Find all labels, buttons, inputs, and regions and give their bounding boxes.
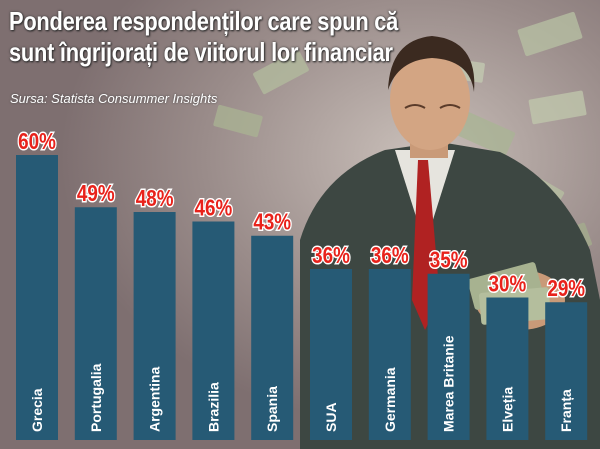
category-label-franta: Franța — [558, 389, 574, 432]
value-label-marea-britanie: 35% — [430, 248, 468, 273]
bar-sua — [310, 269, 352, 440]
bar-brazilia — [192, 221, 235, 440]
title-line-2: sunt îngrijorați de viitorul lor financi… — [9, 37, 393, 67]
value-label-franta: 29% — [547, 277, 585, 302]
category-label-argentina: Argentina — [147, 366, 163, 432]
value-label-spania: 43% — [253, 210, 291, 235]
source-note: Sursa: Statista Consummer Insights — [10, 91, 218, 106]
category-label-germania: Germania — [382, 367, 398, 432]
value-label-elvetia: 30% — [489, 272, 527, 297]
bar-spania — [251, 235, 294, 440]
category-label-grecia: Grecia — [29, 388, 45, 432]
category-label-brazilia: Brazilia — [205, 382, 221, 432]
category-label-elvetia: Elveția — [499, 387, 515, 432]
bar-elvetia — [486, 297, 529, 440]
value-label-sua: 36% — [312, 243, 350, 268]
bar-portugalia — [74, 207, 117, 440]
title-line-1: Ponderea respondenților care spun că — [9, 6, 399, 36]
category-label-spania: Spania — [264, 386, 280, 432]
category-label-sua: SUA — [323, 402, 339, 432]
value-label-portugalia: 49% — [77, 182, 115, 207]
value-label-germania: 36% — [371, 243, 409, 268]
value-label-grecia: 60% — [18, 129, 56, 154]
value-label-brazilia: 46% — [195, 196, 233, 221]
bar-franta — [545, 302, 588, 440]
bar-grecia — [16, 155, 58, 440]
chart-title: Ponderea respondenților care spun că sun… — [9, 6, 500, 68]
bar-germania — [368, 269, 411, 440]
category-label-marea-britanie: Marea Britanie — [441, 335, 457, 432]
category-label-portugalia: Portugalia — [88, 363, 104, 432]
bar-marea-britanie — [427, 273, 470, 440]
value-label-argentina: 48% — [136, 186, 174, 211]
bar-argentina — [133, 212, 176, 440]
